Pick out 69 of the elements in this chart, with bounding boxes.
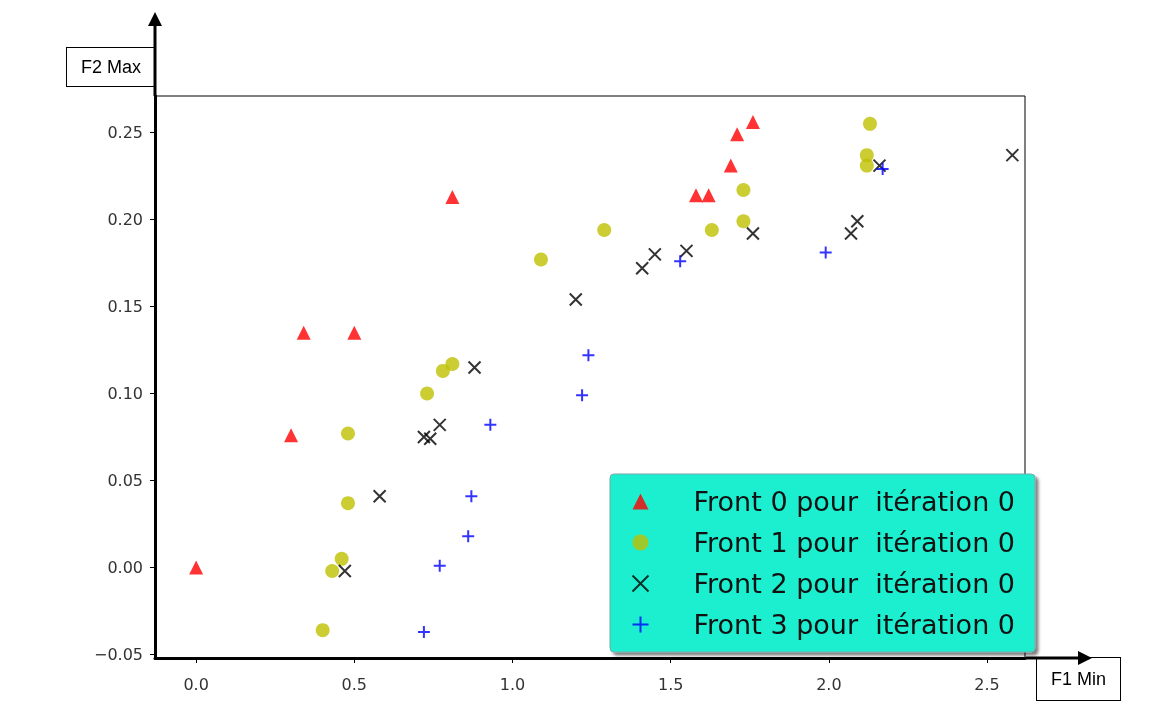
- x-axis-title: F1 Min: [1051, 669, 1107, 689]
- point: [445, 189, 460, 204]
- point: [341, 426, 355, 441]
- point: [575, 388, 590, 403]
- point: [688, 188, 703, 203]
- point: [445, 356, 460, 371]
- point: [284, 428, 299, 443]
- y-tick-label: 0.10: [107, 384, 143, 404]
- x-tick-label: 1.5: [657, 674, 684, 694]
- point: [334, 551, 349, 566]
- y-axis-title: F2 Max: [80, 57, 141, 77]
- y-tick-label: 0.15: [107, 297, 143, 317]
- point: [1005, 148, 1020, 163]
- y-tick-label: 0.00: [107, 558, 143, 578]
- legend-label: Front 3 pour itération 0: [693, 609, 1015, 640]
- point: [581, 348, 596, 363]
- x-tick-label: 1.0: [499, 674, 526, 694]
- point: [372, 489, 387, 504]
- x-tick-label: 2.0: [816, 674, 842, 694]
- y-tick-label: 0.05: [107, 471, 143, 491]
- point: [432, 558, 447, 573]
- point: [730, 127, 745, 142]
- x-tick-label: 0.0: [183, 674, 209, 694]
- point: [467, 360, 482, 375]
- point: [679, 243, 694, 258]
- legend-label: Front 2 pour itération 0: [693, 568, 1015, 599]
- point: [416, 624, 431, 639]
- point: [872, 158, 887, 173]
- y-tick-label: 0.25: [107, 123, 143, 143]
- point: [337, 564, 352, 578]
- point: [597, 222, 612, 237]
- point: [863, 116, 877, 131]
- point: [435, 363, 450, 378]
- legend-label: Front 0 pour itération 0: [693, 486, 1015, 517]
- point: [416, 430, 431, 445]
- point: [704, 222, 719, 237]
- point: [859, 158, 874, 173]
- point: [736, 182, 751, 197]
- point: [673, 254, 688, 269]
- point: [533, 252, 548, 267]
- point: [341, 496, 355, 511]
- point: [347, 325, 362, 340]
- point: [875, 162, 890, 177]
- point: [432, 417, 447, 432]
- point: [736, 214, 751, 229]
- x-tick-label: 0.5: [341, 674, 368, 694]
- x-tick-label: 2.5: [974, 674, 1000, 694]
- point: [635, 261, 650, 276]
- point: [568, 292, 583, 307]
- point: [296, 325, 311, 340]
- point: [420, 386, 435, 401]
- point: [844, 226, 858, 241]
- point: [325, 564, 340, 578]
- point: [423, 431, 438, 446]
- legend-label: Front 1 pour itération 0: [693, 527, 1015, 558]
- point: [723, 158, 738, 173]
- point: [701, 188, 716, 203]
- y-tick-label: 0.20: [107, 210, 143, 230]
- point: [745, 115, 760, 130]
- point: [461, 529, 476, 544]
- y-tick-label: −0.05: [93, 645, 143, 665]
- point: [315, 623, 330, 638]
- point: [483, 417, 498, 432]
- point: [647, 247, 662, 262]
- point: [189, 560, 204, 575]
- point: [745, 226, 760, 241]
- point: [850, 214, 865, 229]
- point: [464, 489, 479, 504]
- point: [818, 245, 833, 260]
